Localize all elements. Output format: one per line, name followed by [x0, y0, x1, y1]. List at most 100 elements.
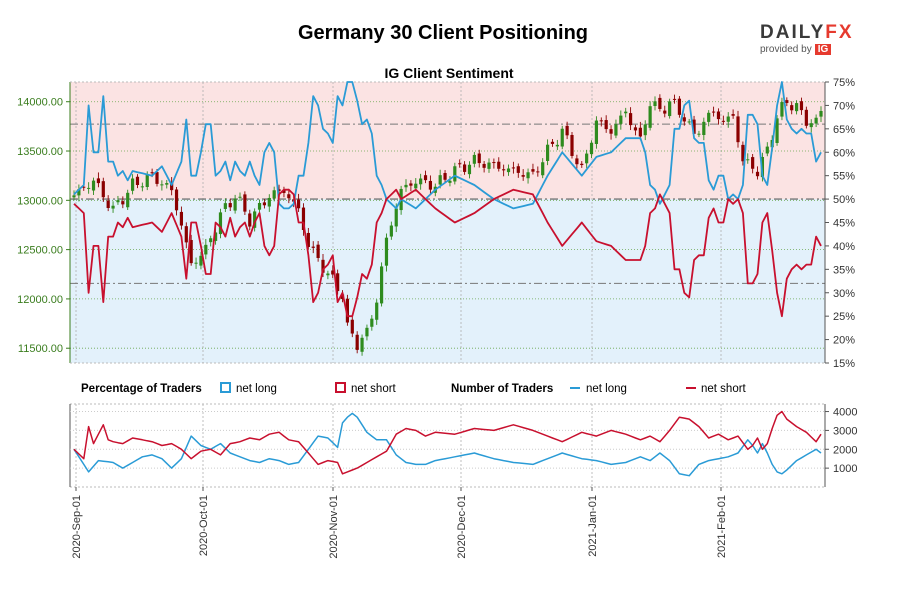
candle-body [218, 212, 223, 235]
x-tick-label: 2020-Oct-01 [198, 495, 210, 556]
candle-body [277, 189, 281, 191]
candle-body [321, 259, 325, 273]
candle-body [238, 196, 242, 198]
candle-body [711, 111, 716, 113]
x-tick-label: 2021-Feb-01 [716, 495, 728, 558]
candle-body [677, 98, 682, 115]
candle-body [209, 238, 213, 243]
candle-body [282, 189, 286, 193]
candle-body [428, 180, 433, 190]
candle-body [780, 102, 784, 117]
dailyfx-logo: DAILYFX provided by IG [760, 22, 870, 55]
candle-body [296, 199, 301, 209]
price-tick-label: 11500.00 [18, 343, 63, 355]
candle-body [130, 178, 135, 191]
x-tick-label: 2020-Nov-01 [328, 495, 340, 559]
brand-provided-by: provided by IG [760, 44, 870, 55]
chart-legend: Percentage of Traders net long net short Nu… [81, 382, 747, 395]
candle-body [267, 197, 271, 207]
candle-body [516, 166, 520, 173]
candle-body [746, 159, 750, 161]
count-tick-label: 2000 [833, 444, 857, 456]
candle-body [145, 174, 149, 187]
candle-body [589, 142, 594, 155]
candle-body [135, 176, 140, 186]
candle-body [248, 213, 252, 227]
candle-body [580, 163, 584, 166]
candle-body [643, 124, 647, 136]
candle-body [570, 134, 574, 156]
candle-body [648, 106, 652, 128]
candle-body [91, 180, 96, 191]
legend-num-short-label: net short [701, 383, 747, 395]
candle-body [545, 144, 550, 161]
candle-body [550, 141, 555, 144]
candle-body [472, 154, 476, 164]
ig-logo: IG [814, 44, 832, 55]
candle-body [331, 270, 335, 275]
candle-body [741, 144, 745, 162]
candle-body [316, 244, 320, 258]
candle-body [389, 225, 393, 237]
candle-body [189, 239, 193, 264]
candle-body [765, 146, 769, 154]
candle-body [536, 171, 540, 173]
candle-body [409, 183, 413, 186]
candle-body [521, 175, 525, 177]
candle-body [394, 208, 398, 227]
candle-body [726, 116, 730, 122]
candle-body [414, 183, 418, 189]
candle-body [614, 124, 618, 136]
net-long-count-line [73, 412, 822, 477]
count-tick-label: 3000 [833, 425, 857, 437]
candle-body [526, 172, 530, 179]
candle-body [585, 153, 589, 164]
net-short-pct-line [73, 188, 822, 318]
candle-body [775, 118, 779, 143]
candle-body [379, 266, 384, 304]
candle-body [311, 246, 315, 248]
candle-body [419, 178, 423, 185]
candle-body [194, 262, 198, 264]
candle-body [658, 97, 662, 109]
candle-body [204, 244, 208, 255]
candle-body [628, 113, 633, 126]
candle-body [663, 110, 667, 114]
candle-body [555, 144, 559, 147]
candle-body [804, 109, 808, 126]
candle-body [155, 172, 159, 184]
legend-num-long-label: net long [586, 383, 627, 395]
candle-body [253, 211, 257, 228]
candle-body [228, 203, 232, 208]
candle-body [492, 162, 496, 164]
candle-body [497, 161, 501, 169]
legend-pct-title: Percentage of Traders [81, 383, 202, 395]
net-short-count-line [73, 410, 822, 475]
candle-body [375, 302, 379, 320]
price-tick-label: 12500.00 [17, 245, 63, 257]
candle-body [575, 158, 579, 165]
candle-body [541, 162, 545, 176]
x-axis-date-labels: 2020-Sep-01 2020-Oct-01 2020-Nov-01 2020-De… [71, 487, 728, 559]
pct-tick-label: 45% [833, 218, 855, 230]
legend-pct-short-label: net short [351, 383, 397, 395]
candle-body [111, 205, 115, 209]
pct-tick-label: 25% [833, 311, 855, 323]
candle-body [121, 201, 125, 205]
candle-body [619, 115, 623, 124]
candle-body [697, 133, 701, 135]
candle-body [814, 117, 818, 124]
candle-body [77, 189, 81, 196]
candle-body [594, 120, 599, 144]
candle-body [365, 327, 369, 337]
candle-body [223, 203, 227, 209]
candle-body [423, 175, 428, 181]
pct-tick-label: 15% [833, 358, 855, 370]
pct-tick-label: 65% [833, 124, 855, 136]
candle-body [174, 189, 179, 211]
candle-body [72, 195, 76, 198]
legend-long-box [220, 382, 231, 393]
candle-body [82, 186, 86, 188]
pct-tick-label: 50% [833, 194, 855, 206]
